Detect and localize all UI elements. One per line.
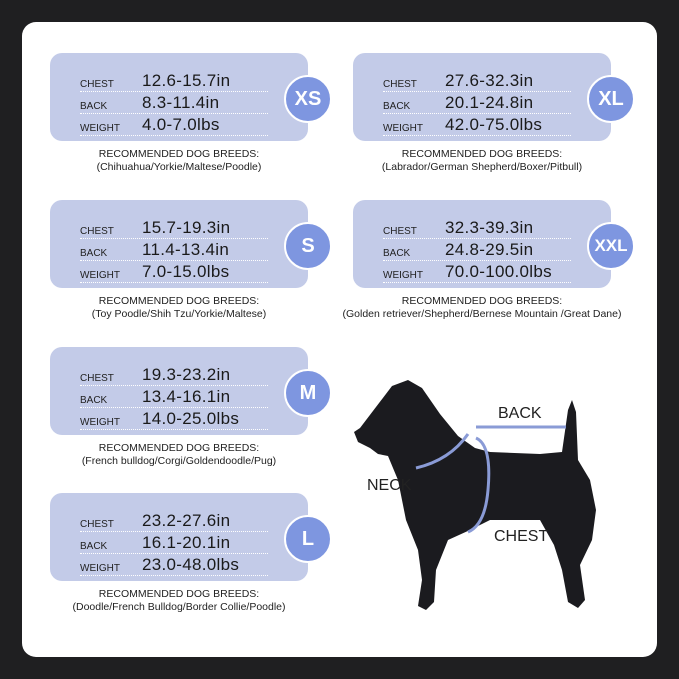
breed-list: (Doodle/French Bulldog/Border Collie/Poo… [72,601,286,613]
weight-row: WEIGHT 14.0-25.0lbs [80,409,268,430]
recommended-heading: RECOMMENDED DOG BREEDS: [98,442,260,454]
chest-label: CHEST [80,226,114,237]
weight-row: WEIGHT 70.0-100.0lbs [383,262,571,283]
chest-label: CHEST [80,519,114,530]
weight-label: WEIGHT [80,270,120,281]
dog-silhouette [354,380,596,610]
back-value: 20.1-24.8in [445,93,534,112]
chest-row: CHEST 19.3-23.2in [80,365,268,386]
chest-row: CHEST 12.6-15.7in [80,71,268,92]
size-xs-badge: XS [284,75,332,123]
back-value: 11.4-13.4in [142,240,230,259]
chest-label: CHEST [383,79,417,90]
back-label: BACK [80,101,108,112]
weight-value: 70.0-100.0lbs [445,262,552,281]
back-value: 13.4-16.1in [142,387,231,406]
back-row: BACK 20.1-24.8in [383,93,571,114]
chest-row: CHEST 23.2-27.6in [80,511,268,532]
size-s-card: CHEST 15.7-19.3in BACK 11.4-13.4in WEIGHT 7.0… [50,200,308,288]
size-s-breeds: RECOMMENDED DOG BREEDS: (Toy Poodle/Shih … [29,295,329,321]
weight-row: WEIGHT 4.0-7.0lbs [80,115,268,136]
chest-label: CHEST [494,528,549,545]
chest-label: CHEST [383,226,417,237]
size-m-breeds: RECOMMENDED DOG BREEDS: (French bulldog/C… [29,442,329,468]
size-xxl-breeds: RECOMMENDED DOG BREEDS: (Golden retriever… [332,295,632,321]
weight-value: 14.0-25.0lbs [142,409,240,428]
recommended-heading: RECOMMENDED DOG BREEDS: [401,295,563,307]
back-label: BACK [383,101,411,112]
chest-value: 15.7-19.3in [142,218,231,237]
size-l-badge: L [284,515,332,563]
recommended-heading: RECOMMENDED DOG BREEDS: [98,295,260,307]
size-xl-card: CHEST 27.6-32.3in BACK 20.1-24.8in WEIGHT 42.… [353,53,611,141]
dog-body [354,380,596,610]
back-row: BACK 13.4-16.1in [80,387,268,408]
weight-row: WEIGHT 23.0-48.0lbs [80,555,268,576]
back-value: 16.1-20.1in [142,533,231,552]
weight-value: 42.0-75.0lbs [445,115,543,134]
chest-value: 27.6-32.3in [445,71,534,90]
size-xs-breeds: RECOMMENDED DOG BREEDS: (Chihuahua/Yorkie… [29,148,329,174]
size-l-breeds: RECOMMENDED DOG BREEDS: (Doodle/French Bu… [29,588,329,614]
neck-measure-loop [415,433,470,470]
size-m-card: CHEST 19.3-23.2in BACK 13.4-16.1in WEIGHT 14.… [50,347,308,435]
breed-list: (Golden retriever/Shepherd/Bernese Mount… [342,308,622,320]
back-label: BACK [498,405,542,422]
back-row: BACK 11.4-13.4in [80,240,268,261]
chest-measure-loop [467,436,491,534]
weight-value: 7.0-15.0lbs [142,262,230,281]
back-row: BACK 8.3-11.4in [80,93,268,114]
back-label: BACK [383,248,411,259]
chest-label: CHEST [80,373,114,384]
weight-label: WEIGHT [383,123,423,134]
size-s-badge: S [284,222,332,270]
size-xl-badge: XL [587,75,635,123]
chest-row: CHEST 15.7-19.3in [80,218,268,239]
chest-value: 12.6-15.7in [142,71,231,90]
weight-label: WEIGHT [80,417,120,428]
back-label: BACK [80,248,108,259]
chest-row: CHEST 32.3-39.3in [383,218,571,239]
size-xxl-card: CHEST 32.3-39.3in BACK 24.8-29.5in WEIGHT 70.… [353,200,611,288]
recommended-heading: RECOMMENDED DOG BREEDS: [401,148,563,160]
breed-list: (Labrador/German Shepherd/Boxer/Pitbull) [381,161,583,173]
chest-value: 19.3-23.2in [142,365,231,384]
recommended-heading: RECOMMENDED DOG BREEDS: [98,148,260,160]
size-m-badge: M [284,369,332,417]
back-value: 24.8-29.5in [445,240,534,259]
neck-label: NECK [367,477,412,494]
breed-list: (Chihuahua/Yorkie/Maltese/Poodle) [96,161,262,173]
breed-list: (French bulldog/Corgi/Goldendoodle/Pug) [81,455,277,467]
weight-value: 4.0-7.0lbs [142,115,220,134]
back-label: BACK [80,541,108,552]
size-l-card: CHEST 23.2-27.6in BACK 16.1-20.1in WEIGHT 23.… [50,493,308,581]
recommended-heading: RECOMMENDED DOG BREEDS: [98,588,260,600]
chest-row: CHEST 27.6-32.3in [383,71,571,92]
weight-label: WEIGHT [383,270,423,281]
back-row: BACK 24.8-29.5in [383,240,571,261]
chest-value: 23.2-27.6in [142,511,231,530]
chest-value: 32.3-39.3in [445,218,534,237]
back-row: BACK 16.1-20.1in [80,533,268,554]
weight-label: WEIGHT [80,123,120,134]
back-label: BACK [80,395,108,406]
chest-label: CHEST [80,79,114,90]
back-value: 8.3-11.4in [142,93,220,112]
size-xl-breeds: RECOMMENDED DOG BREEDS: (Labrador/German … [332,148,632,174]
weight-label: WEIGHT [80,563,120,574]
breed-list: (Toy Poodle/Shih Tzu/Yorkie/Maltese) [91,308,267,320]
weight-row: WEIGHT 7.0-15.0lbs [80,262,268,283]
size-xs-card: CHEST 12.6-15.7in BACK 8.3-11.4in WEIGHT 4.0-… [50,53,308,141]
size-xxl-badge: XXL [587,222,635,270]
weight-row: WEIGHT 42.0-75.0lbs [383,115,571,136]
weight-value: 23.0-48.0lbs [142,555,240,574]
